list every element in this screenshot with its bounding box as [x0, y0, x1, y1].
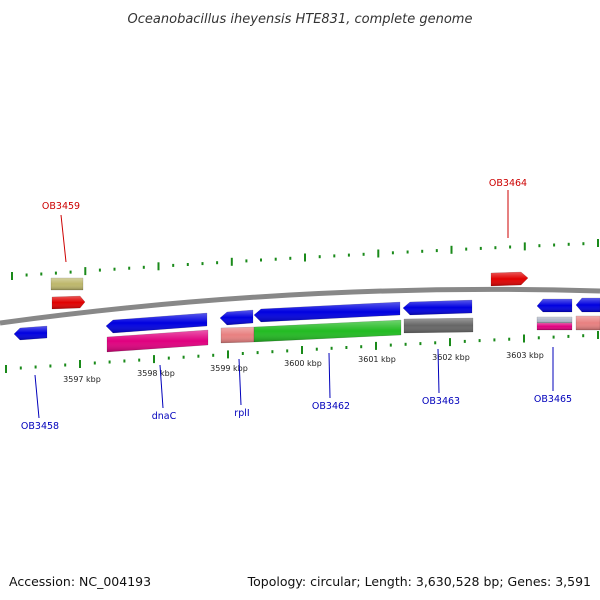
leader-ob3459	[60, 214, 67, 263]
feature-shading	[576, 316, 600, 330]
leader-dnac	[159, 364, 164, 409]
gene-label-dnac[interactable]: dnaC	[152, 411, 177, 422]
gene-label-ob3465[interactable]: OB3465	[534, 394, 572, 405]
lower-tick-track	[5, 331, 599, 373]
gene-features	[13, 271, 600, 353]
genome-summary-text: Topology: circular; Length: 3,630,528 bp…	[247, 574, 591, 589]
accession-text: Accession: NC_004193	[9, 574, 151, 589]
feature-shading	[491, 272, 528, 286]
feature-shading	[403, 300, 472, 315]
leader-ob3462	[328, 352, 331, 399]
gene-label-rpli[interactable]: rplI	[234, 408, 249, 419]
gene-label-ob3464[interactable]: OB3464	[489, 178, 527, 189]
gene-label-ob3463[interactable]: OB3463	[422, 396, 460, 407]
leader-ob3463	[437, 348, 440, 394]
kbp-label: 3603 kbp	[506, 351, 544, 360]
map-title: Oceanobacillus iheyensis HTE831, complet…	[128, 12, 473, 27]
feature-shading	[52, 296, 85, 309]
feature-shading	[254, 302, 400, 322]
feature-shading	[576, 298, 600, 312]
feature-shading	[404, 318, 473, 333]
feature-shading	[537, 323, 572, 330]
gene-label-ob3458[interactable]: OB3458	[21, 421, 59, 432]
feature-shading	[221, 327, 254, 343]
kbp-label: 3600 kbp	[284, 359, 322, 368]
leader-ob3458	[34, 374, 40, 419]
feature-shading	[537, 299, 572, 312]
gene-label-ob3459[interactable]: OB3459	[42, 201, 80, 212]
feature-shading	[106, 313, 207, 333]
kbp-label: 3602 kbp	[432, 353, 470, 362]
kbp-label: 3597 kbp	[63, 375, 101, 384]
feature-shading	[51, 278, 83, 290]
gene-label-ob3462[interactable]: OB3462	[312, 401, 350, 412]
kbp-scale: 3597 kbp 3598 kbp 3599 kbp 3600 kbp 3601…	[63, 351, 544, 384]
gene-labels: OB3459 OB3464 OB3458 dnaC rplI OB3462 OB…	[21, 178, 572, 432]
feature-shading	[254, 320, 401, 342]
feature-shading	[14, 326, 47, 340]
upper-tick-track	[11, 239, 599, 280]
kbp-label: 3601 kbp	[358, 355, 396, 364]
label-leader-lines	[34, 190, 554, 419]
feature-shading	[220, 310, 253, 325]
feature-shading	[107, 330, 208, 352]
feature-shading	[537, 317, 572, 323]
genome-backbone	[0, 286, 600, 326]
kbp-label: 3599 kbp	[210, 364, 248, 373]
leader-rpli	[238, 358, 242, 406]
kbp-label: 3598 kbp	[137, 369, 175, 378]
